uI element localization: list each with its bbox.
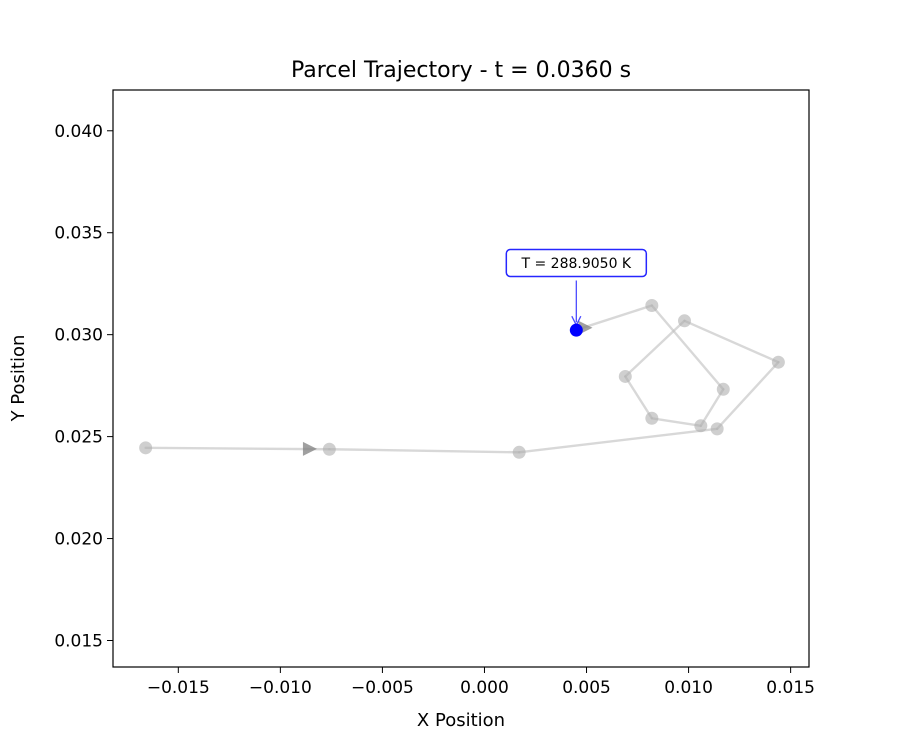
trajectory-segment — [328, 448, 521, 454]
y-tick-label: 0.025 — [54, 428, 103, 448]
y-axis: 0.015 0.020 0.025 0.030 0.035 0.040 — [54, 122, 113, 651]
y-tick-label: 0.020 — [54, 530, 103, 550]
trajectory-segment — [624, 319, 686, 378]
trajectory-segment — [650, 417, 703, 428]
trajectory-segment — [683, 319, 780, 364]
x-axis: −0.015 −0.010 −0.005 0.000 0.005 0.010 0.015 — [147, 667, 815, 698]
trajectory-segment — [699, 388, 725, 428]
x-tick-label: 0.005 — [562, 678, 611, 698]
y-tick-label: 0.030 — [54, 326, 103, 346]
x-tick-label: 0.015 — [766, 678, 815, 698]
y-tick-label: 0.015 — [54, 631, 103, 651]
trajectory-point — [710, 422, 724, 436]
trajectory-segment — [624, 375, 654, 420]
x-tick-label: 0.010 — [664, 678, 713, 698]
temperature-annotation: T = 288.9050 K — [505, 248, 648, 327]
x-tick-label: −0.010 — [249, 678, 312, 698]
trajectory-point — [677, 314, 691, 328]
trajectory-point — [716, 382, 730, 396]
trajectory-point — [322, 442, 336, 456]
trajectory-segment — [650, 304, 725, 391]
trajectory-segment — [579, 304, 654, 330]
trajectory-point — [645, 411, 659, 425]
annotation-arrow-head — [571, 315, 582, 327]
chart-title: Parcel Trajectory - t = 0.0360 s — [291, 58, 631, 83]
trajectory-segment — [517, 427, 719, 454]
trajectory-point — [139, 441, 153, 455]
direction-arrow — [302, 441, 317, 456]
x-tick-label: −0.005 — [351, 678, 414, 698]
trajectory-point — [512, 445, 526, 459]
annotation-box — [505, 248, 648, 278]
trajectory-point — [645, 299, 659, 313]
y-axis-label: Y Position — [8, 335, 29, 423]
trajectory-segment — [715, 360, 780, 431]
current-position-point — [569, 323, 583, 337]
annotation-text: T = 288.9050 K — [521, 256, 632, 272]
trajectory-point — [618, 369, 632, 383]
trajectory-segment — [144, 446, 331, 451]
x-tick-label: 0.000 — [460, 678, 509, 698]
y-tick-label: 0.035 — [54, 224, 103, 244]
x-tick-label: −0.015 — [147, 678, 210, 698]
trajectory-point — [771, 355, 785, 369]
plot-frame — [112, 89, 810, 668]
plot-marks — [139, 299, 785, 459]
y-tick-label: 0.040 — [54, 122, 103, 142]
trajectory-point — [694, 419, 708, 433]
x-axis-label: X Position — [417, 710, 505, 731]
